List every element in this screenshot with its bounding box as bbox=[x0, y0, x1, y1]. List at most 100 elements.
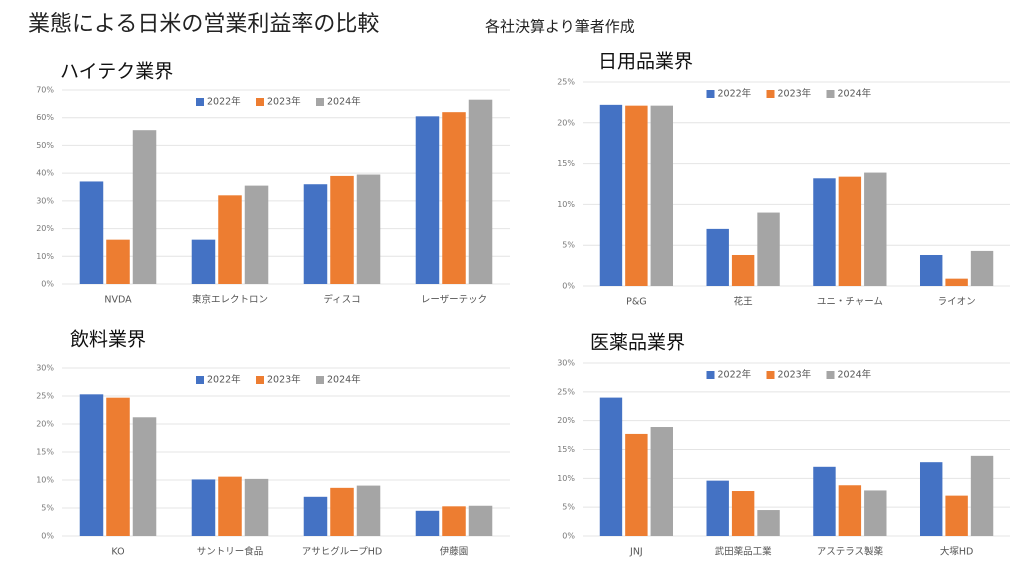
bar bbox=[468, 505, 493, 536]
bar bbox=[864, 490, 887, 536]
y-tick-label: 25% bbox=[557, 78, 575, 87]
y-tick-label: 0% bbox=[41, 280, 54, 289]
bar bbox=[218, 195, 242, 284]
legend-label: 2023年 bbox=[778, 88, 812, 100]
bar bbox=[625, 433, 648, 536]
bar bbox=[244, 185, 269, 284]
bar bbox=[191, 479, 216, 536]
bar bbox=[919, 254, 943, 286]
x-tick-label: NVDA bbox=[104, 295, 132, 306]
y-tick-label: 10% bbox=[36, 252, 54, 261]
legend-swatch bbox=[766, 90, 775, 98]
x-tick-label: 花王 bbox=[734, 296, 754, 308]
legend-label: 2024年 bbox=[327, 374, 361, 386]
legend-label: 2024年 bbox=[327, 96, 361, 108]
bar bbox=[303, 184, 328, 284]
legend-label: 2022年 bbox=[718, 369, 752, 381]
x-tick-label: ユニ・チャーム bbox=[817, 297, 883, 308]
y-tick-label: 10% bbox=[557, 200, 575, 209]
y-tick-label: 10% bbox=[557, 474, 575, 483]
x-tick-label: アステラス製薬 bbox=[817, 546, 884, 558]
x-tick-label: 大塚HD bbox=[940, 546, 973, 558]
y-tick-label: 15% bbox=[557, 445, 575, 454]
y-tick-label: 20% bbox=[36, 420, 54, 429]
legend-swatch bbox=[256, 98, 264, 106]
y-tick-label: 20% bbox=[557, 118, 575, 127]
chart-title: 日用品業界 bbox=[598, 51, 693, 73]
bar bbox=[945, 495, 968, 536]
y-tick-label: 30% bbox=[557, 359, 575, 368]
bar bbox=[106, 239, 130, 284]
bar bbox=[442, 506, 466, 536]
bar bbox=[757, 212, 780, 286]
x-tick-label: レーザーテック bbox=[421, 295, 487, 306]
bar bbox=[303, 496, 328, 536]
bar bbox=[813, 466, 836, 536]
bar bbox=[132, 130, 157, 284]
legend-label: 2022年 bbox=[207, 374, 241, 386]
chart-title: 飲料業界 bbox=[70, 329, 146, 351]
x-tick-label: 東京エレクトロン bbox=[192, 294, 268, 306]
bar bbox=[330, 175, 354, 284]
legend-label: 2022年 bbox=[207, 96, 241, 108]
legend-swatch bbox=[826, 371, 835, 379]
y-tick-label: 30% bbox=[36, 196, 54, 205]
legend-swatch bbox=[256, 376, 264, 384]
y-tick-label: 70% bbox=[36, 86, 54, 95]
legend-label: 2024年 bbox=[838, 88, 872, 100]
y-tick-label: 0% bbox=[562, 282, 575, 291]
bar bbox=[731, 491, 755, 536]
bar bbox=[625, 105, 648, 286]
bar bbox=[244, 478, 269, 536]
x-tick-label: P&G bbox=[626, 297, 647, 308]
bar bbox=[218, 476, 242, 536]
bar bbox=[599, 397, 623, 536]
bar bbox=[106, 397, 130, 536]
bar bbox=[706, 480, 729, 536]
y-tick-label: 15% bbox=[36, 448, 54, 457]
x-tick-label: アサヒグループHD bbox=[302, 546, 382, 558]
chart-title: ハイテク業界 bbox=[60, 61, 173, 83]
y-tick-label: 20% bbox=[557, 416, 575, 425]
y-tick-label: 5% bbox=[562, 241, 575, 250]
legend-label: 2023年 bbox=[778, 369, 812, 381]
legend-label: 2022年 bbox=[718, 88, 752, 100]
y-tick-label: 0% bbox=[562, 532, 575, 541]
legend-label: 2023年 bbox=[267, 96, 301, 108]
x-tick-label: ライオン bbox=[938, 297, 976, 308]
bar bbox=[356, 485, 381, 536]
y-tick-label: 60% bbox=[36, 113, 54, 122]
bar bbox=[330, 487, 354, 536]
bar bbox=[191, 239, 216, 284]
y-tick-label: 5% bbox=[41, 504, 54, 513]
bar bbox=[919, 462, 943, 536]
chart-title: 医薬品業界 bbox=[590, 332, 685, 354]
legend-swatch bbox=[766, 371, 775, 379]
bar bbox=[599, 104, 623, 287]
bar bbox=[945, 278, 968, 286]
y-tick-label: 15% bbox=[557, 159, 575, 168]
bar bbox=[970, 250, 994, 286]
x-tick-label: 伊藤園 bbox=[440, 546, 469, 558]
legend-swatch bbox=[316, 376, 324, 384]
bar bbox=[838, 485, 862, 536]
bar bbox=[442, 112, 466, 285]
legend-swatch bbox=[316, 98, 324, 106]
bar bbox=[757, 510, 780, 536]
legend-swatch bbox=[196, 376, 204, 384]
bar bbox=[356, 174, 381, 284]
bar bbox=[864, 172, 887, 286]
y-tick-label: 5% bbox=[562, 503, 575, 512]
y-tick-label: 0% bbox=[41, 532, 54, 541]
bar bbox=[970, 455, 994, 536]
x-tick-label: KO bbox=[111, 547, 124, 558]
legend-swatch bbox=[706, 371, 715, 379]
y-tick-label: 10% bbox=[36, 476, 54, 485]
x-tick-label: JNJ bbox=[629, 547, 643, 558]
page-title: 業態による日米の営業利益率の比較 bbox=[28, 12, 379, 37]
x-tick-label: 武田薬品工業 bbox=[715, 546, 773, 558]
y-tick-label: 30% bbox=[36, 364, 54, 373]
bar bbox=[79, 394, 104, 536]
legend-swatch bbox=[706, 90, 715, 98]
